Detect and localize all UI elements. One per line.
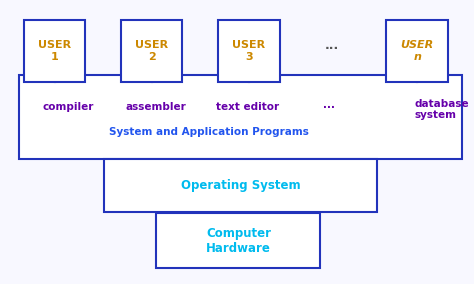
Text: USER
3: USER 3 — [232, 40, 265, 62]
Text: compiler: compiler — [43, 101, 94, 112]
FancyBboxPatch shape — [24, 20, 85, 82]
Text: database
system: database system — [415, 99, 469, 120]
FancyBboxPatch shape — [156, 213, 320, 268]
FancyBboxPatch shape — [218, 20, 280, 82]
FancyBboxPatch shape — [19, 75, 462, 159]
Text: ...: ... — [323, 100, 336, 110]
Text: USER
1: USER 1 — [38, 40, 71, 62]
Text: System and Application Programs: System and Application Programs — [109, 127, 309, 137]
Text: USER
n: USER n — [401, 40, 434, 62]
Text: USER
2: USER 2 — [135, 40, 168, 62]
Text: Operating System: Operating System — [181, 179, 301, 192]
FancyBboxPatch shape — [386, 20, 448, 82]
Text: ...: ... — [325, 39, 339, 52]
FancyBboxPatch shape — [104, 159, 377, 212]
Text: assembler: assembler — [126, 101, 186, 112]
Text: text editor: text editor — [216, 101, 279, 112]
Text: Computer
Hardware: Computer Hardware — [206, 227, 271, 255]
FancyBboxPatch shape — [121, 20, 182, 82]
